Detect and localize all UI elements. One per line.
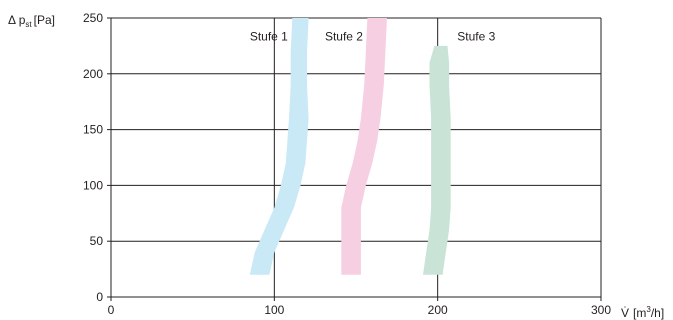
ticks-layer: 0 50 100 150 200 250 0 100 200 300 bbox=[83, 11, 611, 317]
x-tick-label-200: 200 bbox=[428, 303, 448, 317]
axes bbox=[110, 18, 601, 298]
band-stufe-2 bbox=[341, 18, 387, 275]
annotation-stufe-3: Stufe 3 bbox=[457, 29, 495, 43]
x-tick-label-0: 0 bbox=[108, 303, 115, 317]
x-axis-label-symbol: V̇ bbox=[621, 306, 629, 320]
x-tick-label-300: 300 bbox=[591, 303, 611, 317]
y-axis-label: Δ pst [Pa] bbox=[8, 13, 55, 29]
x-tick-label-100: 100 bbox=[264, 303, 284, 317]
y-axis-label-prefix: Δ p bbox=[8, 13, 26, 27]
y-tick-label-0: 0 bbox=[96, 290, 103, 304]
y-tick-label-100: 100 bbox=[83, 178, 103, 192]
band-labels-layer: Stufe 1 Stufe 2 Stufe 3 bbox=[250, 29, 496, 43]
annotation-stufe-2: Stufe 2 bbox=[325, 29, 363, 43]
y-axis-label-subscript: st bbox=[25, 20, 32, 29]
x-axis-label-unit-pre: [m bbox=[633, 306, 646, 320]
x-axis-label-unit-post: /h] bbox=[651, 306, 664, 320]
y-tick-label-250: 250 bbox=[83, 11, 103, 25]
y-tick-label-150: 150 bbox=[83, 123, 103, 137]
x-axis-label-unit-sup: 3 bbox=[646, 305, 651, 314]
y-tick-label-200: 200 bbox=[83, 67, 103, 81]
band-stufe-1 bbox=[249, 18, 309, 275]
x-axis-label: V̇ [m3/h] bbox=[621, 305, 664, 320]
band-stufe-3 bbox=[423, 45, 451, 275]
y-tick-label-50: 50 bbox=[90, 234, 104, 248]
annotation-stufe-1: Stufe 1 bbox=[250, 29, 288, 43]
bands-layer bbox=[249, 18, 451, 275]
y-axis-label-unit: [Pa] bbox=[34, 13, 55, 27]
